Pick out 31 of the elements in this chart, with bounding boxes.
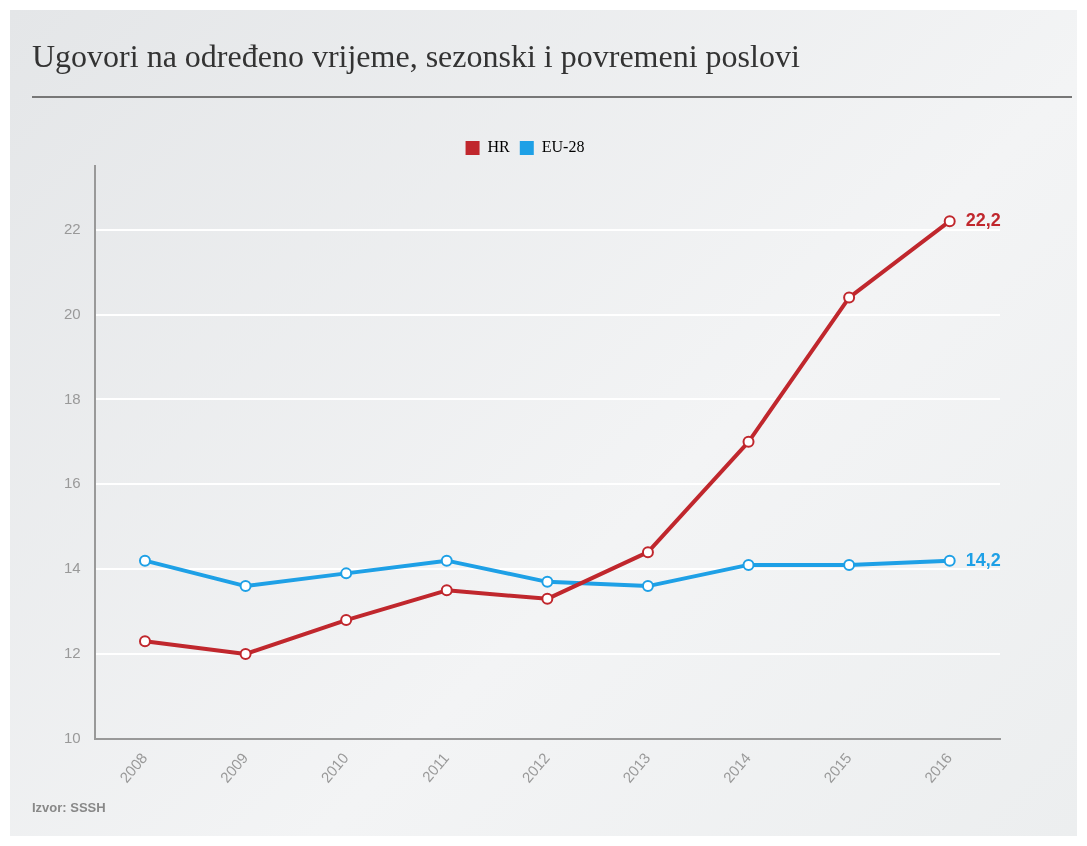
legend-label: HR [487,138,511,156]
chart-title: Ugovori na određeno vrijeme, sezonski i povremeni poslovi [32,38,800,75]
point [340,567,353,580]
point [843,291,856,304]
text: Izvor: SSSH [32,800,106,815]
y-tick-label: 16 [64,474,81,492]
legend-label: EU-28 [541,138,585,156]
point [239,580,252,593]
point [138,635,151,648]
y-tick-label: 12 [64,644,81,662]
point [541,592,554,605]
y-tick-label: 20 [64,304,81,322]
data-label: 14,2 [965,549,1001,570]
point [440,584,453,597]
data-label: 22,2 [965,210,1001,231]
point [843,558,856,571]
point [340,614,353,627]
point [943,215,956,228]
point [239,648,252,660]
y-tick-label: 18 [64,389,81,407]
point [943,554,956,567]
point [138,554,151,567]
y-tick-label: 10 [64,729,81,747]
y-tick-label: 14 [64,559,81,577]
point [742,558,755,571]
point [641,580,654,593]
point [541,575,554,588]
point [742,435,755,448]
point [641,546,654,559]
point [440,554,453,567]
y-tick-label: 22 [64,219,81,237]
